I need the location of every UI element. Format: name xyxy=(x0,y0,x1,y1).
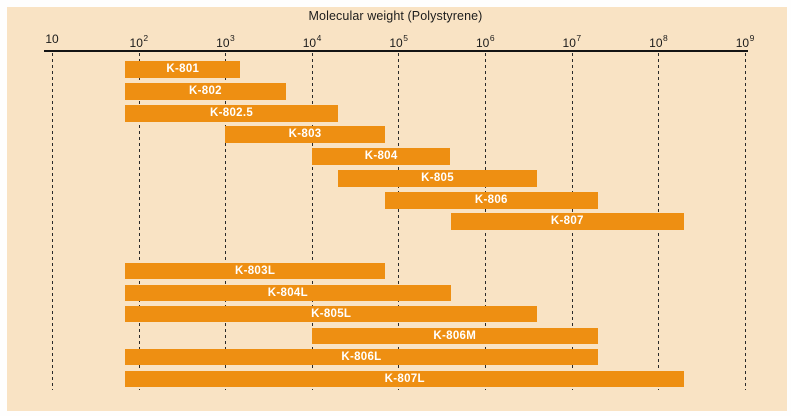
bar-label: K-803 xyxy=(288,128,322,141)
x-tick-label-10e7: 107 xyxy=(562,33,582,50)
bar-label: K-803L xyxy=(235,265,276,277)
exponent: 9 xyxy=(749,33,755,43)
x-tick-label-10e2: 102 xyxy=(129,33,149,50)
gridline-10e5 xyxy=(398,53,400,390)
x-tick-label-10e1: 10 xyxy=(45,32,59,46)
bar-k-807l: K-807L xyxy=(125,370,685,387)
bar-k-801: K-801 xyxy=(125,61,241,78)
x-tick-label-10e3: 103 xyxy=(216,33,235,50)
exponent: 4 xyxy=(316,33,322,43)
bar-label: K-804L xyxy=(267,286,308,299)
gridline-10e4 xyxy=(311,53,313,390)
exponent: 5 xyxy=(403,33,408,43)
x-tick-label-10e9: 109 xyxy=(735,33,755,50)
bar-label: K-801 xyxy=(166,63,200,75)
bar-label: K-806L xyxy=(341,351,382,363)
bar-label: K-805 xyxy=(421,171,454,184)
exponent: 2 xyxy=(143,33,149,43)
axis-title: Molecular weight (Polystyrene) xyxy=(308,9,483,23)
x-tick-label-10e5: 105 xyxy=(389,33,408,50)
bar-k-805l: K-805L xyxy=(125,306,538,322)
bar-k-807: K-807 xyxy=(450,213,685,231)
gridline-10e3 xyxy=(225,53,227,390)
x-tick-label-10e8: 108 xyxy=(649,33,668,50)
gridline-10e9 xyxy=(744,53,746,390)
x-tick-label-10e4: 104 xyxy=(302,33,322,50)
bar-k-804l: K-804L xyxy=(125,284,451,301)
bar-label: K-806 xyxy=(474,193,508,206)
bar-label: K-807 xyxy=(550,215,584,228)
bar-label: K-807L xyxy=(384,372,425,385)
x-tick-label-10e6: 106 xyxy=(475,33,495,50)
bar-label: K-806M xyxy=(433,329,477,342)
bar-label: K-805L xyxy=(311,308,352,320)
bar-label: K-804 xyxy=(364,150,398,162)
bar-k-802: K-802 xyxy=(125,82,286,100)
bar-k-802.5: K-802.5 xyxy=(125,104,338,122)
exponent: 8 xyxy=(663,33,668,43)
bar-label: K-802.5 xyxy=(210,106,254,119)
bar-k-804: K-804 xyxy=(311,148,451,165)
bar-k-806: K-806 xyxy=(385,191,598,209)
gridline-10e2 xyxy=(138,53,140,390)
bar-label: K-802 xyxy=(189,84,222,97)
exponent: 6 xyxy=(489,33,495,43)
bar-k-803: K-803 xyxy=(225,126,385,144)
bar-k-803l: K-803L xyxy=(125,263,385,279)
bar-k-806m: K-806M xyxy=(311,327,598,344)
bar-k-806l: K-806L xyxy=(125,349,598,365)
exponent: 7 xyxy=(576,33,582,43)
exponent: 3 xyxy=(230,33,235,43)
x-axis-line xyxy=(44,50,748,52)
gridline-10e1 xyxy=(52,53,53,390)
bar-k-805: K-805 xyxy=(337,169,538,187)
